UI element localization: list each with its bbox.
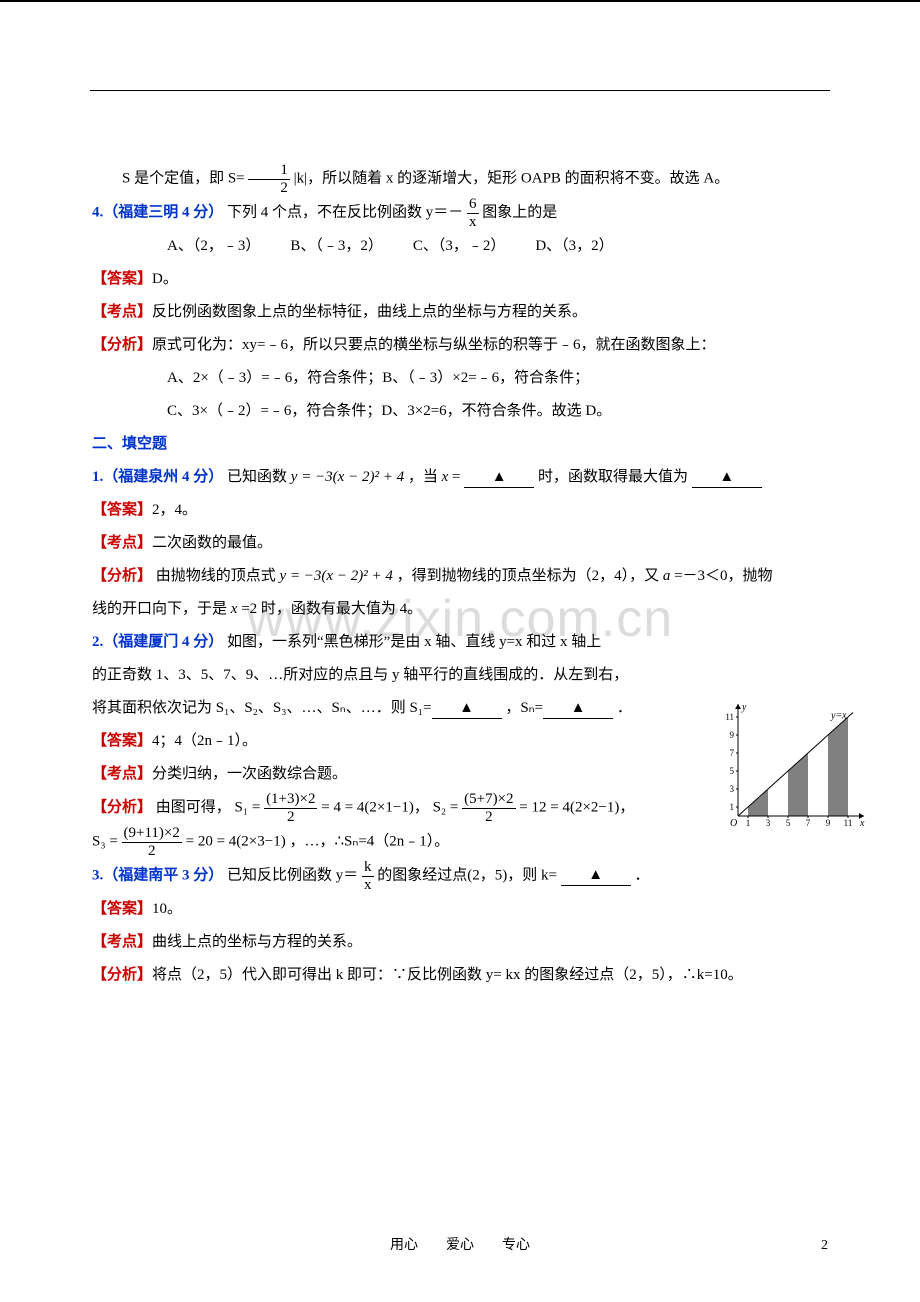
- svg-text:9: 9: [730, 730, 735, 740]
- svg-text:7: 7: [730, 748, 735, 758]
- q4-label: 4.（福建三明 4 分）: [92, 204, 223, 220]
- f3-an: 【分析】将点（2，5）代入即可得出 k 即可：∵反比例函数 y= kx 的图象经…: [92, 959, 828, 992]
- q4-kp: 【考点】反比例函数图象上点的坐标特征，曲线上点的坐标与方程的关系。: [92, 296, 828, 329]
- f1-an: 【分析】 由抛物线的顶点式 y = −3(x − 2)² + 4 ，得到抛物线的…: [92, 560, 828, 593]
- f3-frac: kx: [362, 859, 374, 893]
- f3-stem: 3.（福建南平 3 分） 已知反比例函数 y＝ kx 的图象经过点(2，5)，则…: [92, 859, 828, 893]
- blank2: ▲: [692, 470, 762, 488]
- s3-frac: (9+11)×22: [122, 825, 182, 859]
- q4-options: A、（2，﹣3） B、（﹣3，2） C、（3，﹣2） D、（3，2）: [92, 230, 828, 263]
- q4-frac: 6 x: [467, 196, 479, 230]
- svg-text:3: 3: [730, 784, 735, 794]
- svg-text:7: 7: [806, 818, 811, 828]
- f1-kp: 【考点】二次函数的最值。: [92, 527, 828, 560]
- blank5: ▲: [561, 868, 631, 886]
- f2-an2: S₃ = (9+11)×22 = 20 = 4(2×3−1) ，…，∴Sₙ=4（…: [92, 825, 828, 859]
- f3-ans: 【答案】10。: [92, 893, 828, 926]
- footer-text: 用心 爱心 专心: [390, 1238, 530, 1253]
- s1-frac: (1+3)×22: [264, 791, 317, 825]
- svg-text:5: 5: [730, 766, 735, 776]
- f2-l2: 的正奇数 1、3、5、7、9、…所对应的点且与 y 轴平行的直线围成的．从左到右…: [92, 659, 828, 692]
- frac-half: 1 2: [248, 162, 290, 196]
- page-number: 2: [821, 1231, 828, 1262]
- f3-label: 3.（福建南平 3 分）: [92, 867, 223, 883]
- f1-ans: 【答案】2，4。: [92, 494, 828, 527]
- svg-text:3: 3: [766, 818, 771, 828]
- prev-solution-tail: S 是个定值，即 S= 1 2 |k|，所以随着 x 的逐渐增大，矩形 OAPB…: [92, 162, 828, 196]
- page: www.zixin.com.cn S 是个定值，即 S= 1 2 |k|，所以随…: [0, 0, 920, 1302]
- svg-text:11: 11: [844, 818, 853, 828]
- f2-label: 2.（福建厦门 4 分）: [92, 634, 223, 650]
- q4-an2: A、2×（﹣3）=﹣6，符合条件；B、（﹣3）×2=﹣6，符合条件；: [92, 362, 828, 395]
- svg-text:1: 1: [730, 802, 735, 812]
- blank4: ▲: [543, 701, 613, 719]
- svg-text:x: x: [859, 818, 865, 829]
- svg-text:1: 1: [746, 818, 751, 828]
- svg-text:O: O: [730, 818, 737, 829]
- blank1: ▲: [464, 470, 534, 488]
- svg-text:11: 11: [725, 712, 734, 722]
- section2-title: 二、填空题: [92, 428, 828, 461]
- trapezoid-graph: 13579111357911Oyxy=x: [716, 700, 866, 830]
- q4-stem: 4.（福建三明 4 分） 下列 4 个点，不在反比例函数 y＝－ 6 x 图象上…: [92, 196, 828, 230]
- blank3: ▲: [432, 701, 502, 719]
- svg-text:y: y: [741, 702, 747, 713]
- q4-an: 【分析】原式可化为：xy=﹣6，所以只要点的横坐标与纵坐标的积等于﹣6，就在函数…: [92, 329, 828, 362]
- q4-ans: 【答案】D。: [92, 263, 828, 296]
- f2-l1: 2.（福建厦门 4 分） 如图，一系列“黑色梯形”是由 x 轴、直线 y=x 和…: [92, 626, 828, 659]
- f1-stem: 1.（福建泉州 4 分） 已知函数 y = −3(x − 2)² + 4 ，当 …: [92, 461, 828, 494]
- s2-frac: (5+7)×22: [462, 791, 515, 825]
- content: S 是个定值，即 S= 1 2 |k|，所以随着 x 的逐渐增大，矩形 OAPB…: [92, 162, 828, 992]
- svg-text:y=x: y=x: [830, 711, 847, 722]
- footer: 用心 爱心 专心 2: [0, 1231, 920, 1262]
- q4-an3: C、3×（﹣2）=﹣6，符合条件；D、3×2=6，不符合条件。故选 D。: [92, 395, 828, 428]
- f3-kp: 【考点】曲线上点的坐标与方程的关系。: [92, 926, 828, 959]
- f1-an2: 线的开口向下，于是 x =2 时，函数有最大值为 4。: [92, 593, 828, 626]
- svg-text:9: 9: [826, 818, 831, 828]
- svg-text:5: 5: [786, 818, 791, 828]
- f1-label: 1.（福建泉州 4 分）: [92, 469, 223, 485]
